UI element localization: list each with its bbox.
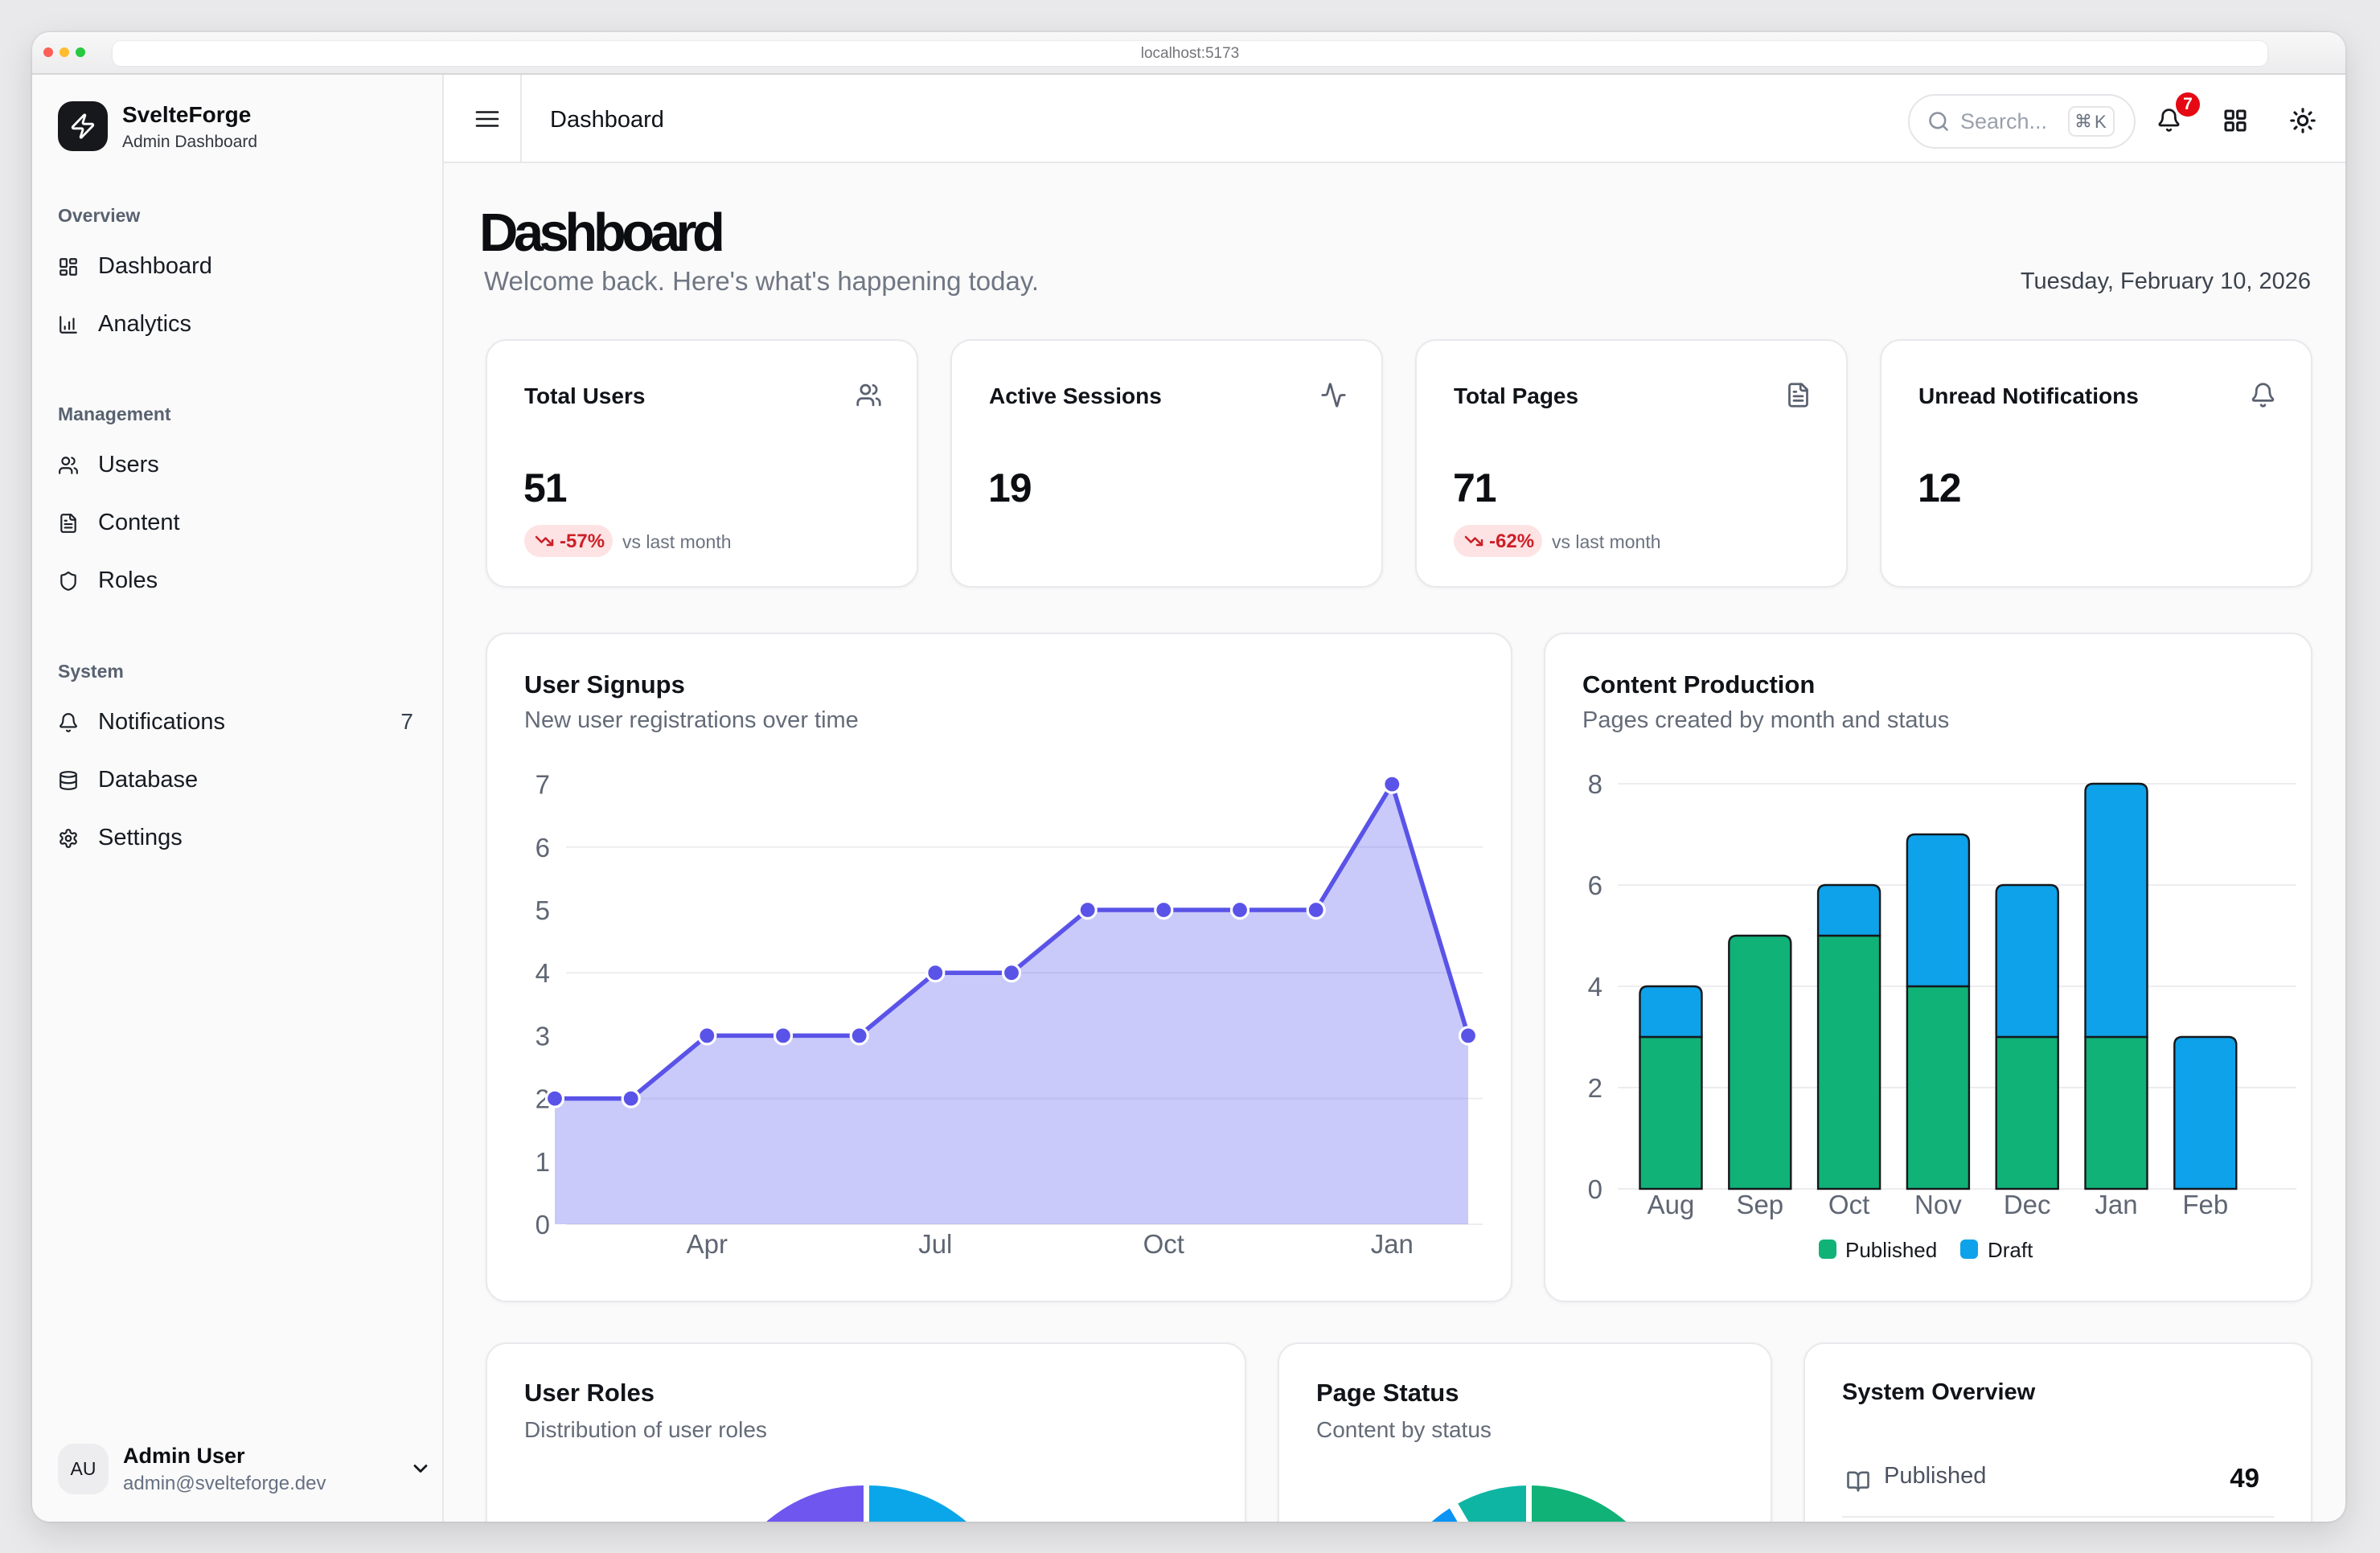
svg-text:4: 4 — [1588, 972, 1602, 1002]
svg-text:Oct: Oct — [1828, 1190, 1869, 1219]
svg-text:1: 1 — [536, 1147, 550, 1177]
svg-text:8: 8 — [1588, 769, 1602, 799]
svg-text:Jul: Jul — [918, 1229, 952, 1259]
svg-text:2: 2 — [1588, 1073, 1602, 1103]
svg-text:Oct: Oct — [1143, 1229, 1184, 1259]
svg-text:Dec: Dec — [2004, 1190, 2051, 1219]
svg-text:Feb: Feb — [2182, 1190, 2228, 1219]
svg-text:Apr: Apr — [687, 1229, 728, 1259]
svg-text:Jan: Jan — [1371, 1229, 1414, 1259]
svg-text:6: 6 — [536, 833, 550, 863]
svg-text:4: 4 — [536, 958, 550, 988]
svg-text:7: 7 — [536, 770, 550, 800]
svg-text:6: 6 — [1588, 871, 1602, 900]
svg-text:5: 5 — [536, 895, 550, 925]
svg-text:Sep: Sep — [1736, 1190, 1783, 1219]
svg-text:2: 2 — [536, 1084, 550, 1114]
svg-text:0: 0 — [1588, 1174, 1602, 1204]
svg-text:3: 3 — [536, 1021, 550, 1051]
svg-text:0: 0 — [536, 1210, 550, 1240]
svg-text:Aug: Aug — [1648, 1190, 1695, 1219]
svg-text:Nov: Nov — [1914, 1190, 1962, 1219]
svg-text:Published: Published — [1845, 1238, 1937, 1262]
svg-text:Jan: Jan — [2095, 1190, 2137, 1219]
svg-text:Draft: Draft — [1988, 1238, 2033, 1262]
